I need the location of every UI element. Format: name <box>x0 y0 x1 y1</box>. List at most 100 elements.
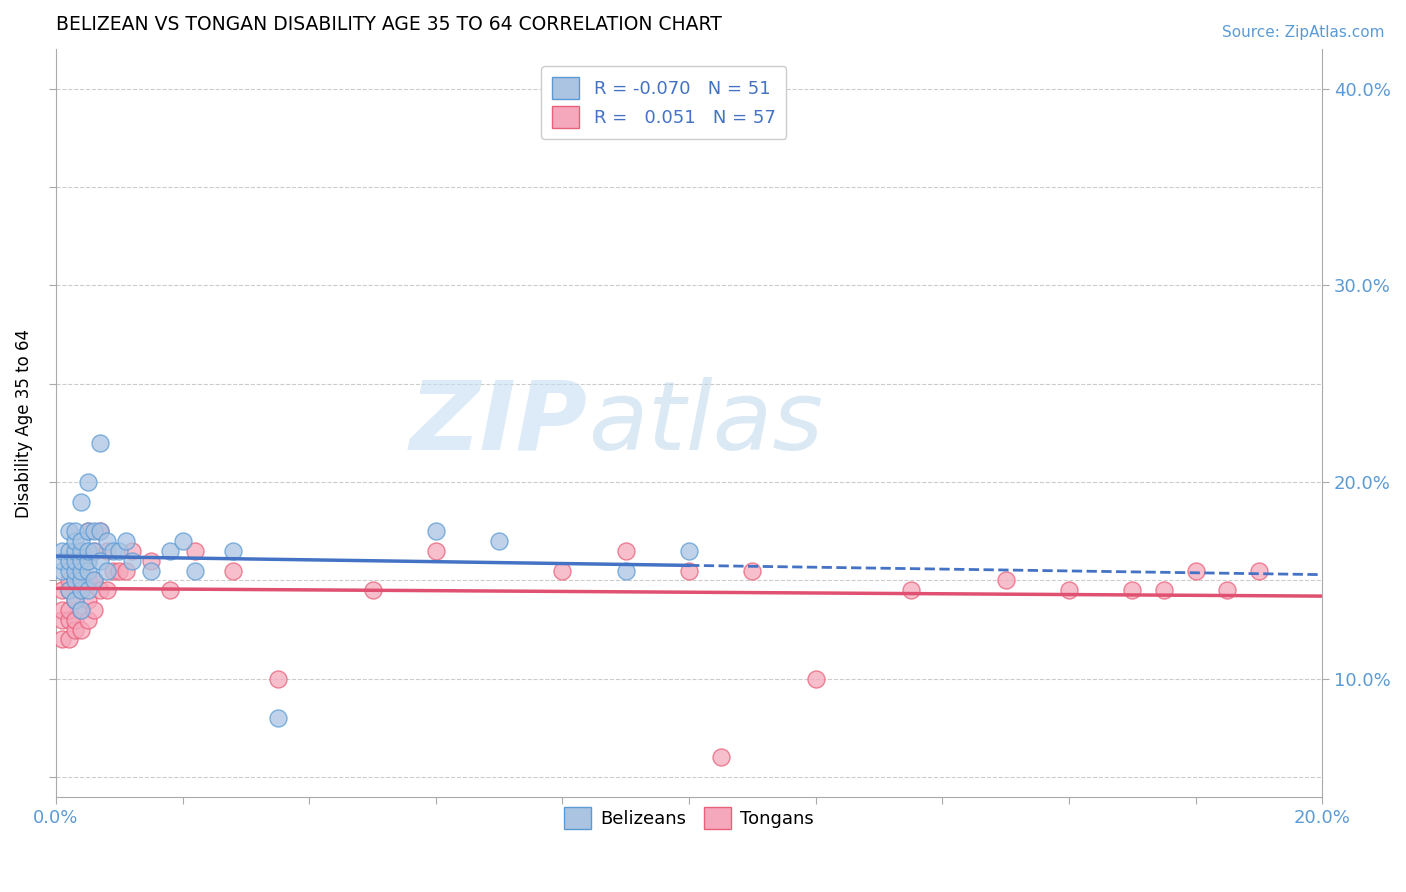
Point <box>804 672 827 686</box>
Text: BELIZEAN VS TONGAN DISABILITY AGE 35 TO 64 CORRELATION CHART: BELIZEAN VS TONGAN DISABILITY AGE 35 TO … <box>56 15 721 34</box>
Point <box>76 583 98 598</box>
Point <box>96 564 118 578</box>
Point <box>1121 583 1143 598</box>
Point <box>614 564 637 578</box>
Point <box>63 554 86 568</box>
Text: Source: ZipAtlas.com: Source: ZipAtlas.com <box>1222 25 1385 40</box>
Point <box>63 574 86 588</box>
Point <box>58 583 80 598</box>
Point <box>101 544 124 558</box>
Point <box>101 564 124 578</box>
Point <box>741 564 763 578</box>
Point <box>83 544 105 558</box>
Point <box>551 564 574 578</box>
Point <box>76 554 98 568</box>
Point <box>114 564 136 578</box>
Point <box>63 574 86 588</box>
Point <box>89 524 111 539</box>
Point <box>121 554 143 568</box>
Point <box>678 564 700 578</box>
Point <box>425 524 447 539</box>
Point <box>76 554 98 568</box>
Point <box>51 564 73 578</box>
Point <box>89 524 111 539</box>
Point <box>1153 583 1175 598</box>
Point <box>1247 564 1270 578</box>
Point <box>488 534 510 549</box>
Point <box>76 564 98 578</box>
Point <box>83 524 105 539</box>
Point <box>994 574 1017 588</box>
Point <box>76 574 98 588</box>
Point <box>1057 583 1080 598</box>
Point <box>70 603 93 617</box>
Point <box>159 544 181 558</box>
Point <box>51 544 73 558</box>
Point <box>900 583 922 598</box>
Point <box>58 554 80 568</box>
Point <box>159 583 181 598</box>
Point <box>222 544 245 558</box>
Point <box>63 593 86 607</box>
Point <box>114 534 136 549</box>
Point <box>121 544 143 558</box>
Point <box>58 574 80 588</box>
Point <box>76 475 98 489</box>
Point <box>70 564 93 578</box>
Point <box>83 574 105 588</box>
Point <box>58 632 80 647</box>
Point <box>425 544 447 558</box>
Point <box>139 564 162 578</box>
Point <box>139 554 162 568</box>
Point <box>70 583 93 598</box>
Point <box>89 435 111 450</box>
Point <box>70 544 93 558</box>
Point <box>266 672 288 686</box>
Point <box>63 524 86 539</box>
Point <box>76 544 98 558</box>
Point <box>83 544 105 558</box>
Point <box>1216 583 1239 598</box>
Point <box>83 603 105 617</box>
Point <box>96 544 118 558</box>
Point <box>184 564 207 578</box>
Point <box>83 574 105 588</box>
Point <box>222 564 245 578</box>
Point <box>63 554 86 568</box>
Point <box>184 544 207 558</box>
Point <box>51 613 73 627</box>
Point <box>51 554 73 568</box>
Point <box>58 603 80 617</box>
Point <box>172 534 194 549</box>
Point <box>70 603 93 617</box>
Point <box>96 534 118 549</box>
Point <box>58 554 80 568</box>
Point <box>76 593 98 607</box>
Point <box>76 524 98 539</box>
Point <box>70 574 93 588</box>
Point <box>58 583 80 598</box>
Point <box>76 524 98 539</box>
Point <box>89 583 111 598</box>
Point <box>361 583 384 598</box>
Point <box>614 544 637 558</box>
Point <box>76 613 98 627</box>
Point <box>108 564 131 578</box>
Point <box>58 544 80 558</box>
Point <box>70 534 93 549</box>
Point <box>58 524 80 539</box>
Point <box>58 564 80 578</box>
Point <box>108 544 131 558</box>
Point <box>63 544 86 558</box>
Point <box>58 613 80 627</box>
Point <box>1184 564 1206 578</box>
Point <box>51 632 73 647</box>
Point <box>678 544 700 558</box>
Legend: Belizeans, Tongans: Belizeans, Tongans <box>557 800 821 837</box>
Point <box>63 534 86 549</box>
Point <box>70 495 93 509</box>
Point <box>51 583 73 598</box>
Point <box>710 750 733 764</box>
Point <box>63 613 86 627</box>
Point <box>63 593 86 607</box>
